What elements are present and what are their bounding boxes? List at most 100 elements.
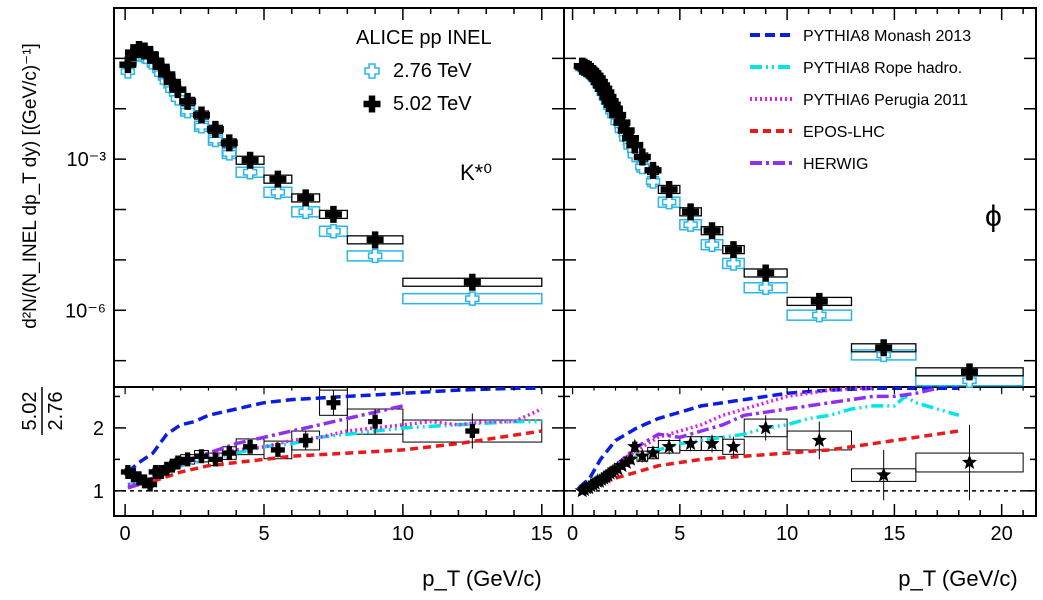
point-2.76 [661,194,677,210]
y-tick-label-top: 10⁻⁶ [65,300,106,322]
ratio-point [758,419,774,435]
ratio-point [137,474,152,489]
legend-label-pythia8-monash: PYTHIA8 Monash 2013 [803,28,971,45]
point-5.02 [757,264,775,282]
point-5.02 [169,81,187,99]
ratio-point [194,449,209,464]
model-curve-pythia8-monash-2013 [126,386,542,474]
ratio-point [170,455,185,470]
point-2.76 [298,204,313,220]
point-5.02 [119,56,137,74]
x-tick-label: 15 [883,523,905,545]
point-5.02 [220,134,238,152]
point-5.02 [241,151,259,169]
ratio-point [298,433,313,448]
experiment-label: ALICE pp INEL [356,27,492,49]
ratio-point [222,446,237,461]
point-2.76 [367,248,383,264]
panel-frame-ratio-0 [113,386,565,517]
point-5.02 [810,292,828,310]
point-5.02 [617,122,635,140]
legend-label-epos-lhc: EPOS-LHC [803,124,885,141]
point-5.02 [622,129,640,147]
legend-marker-2.76 [364,63,380,79]
ratio-point [704,435,720,451]
particle-label-kstar: K*⁰ [460,160,492,185]
point-5.02 [163,73,181,91]
point-2.76 [704,237,720,252]
legend-open-cross [364,63,380,79]
legend-models: PYTHIA8 Monash 2013 PYTHIA8 Rope hadro. … [750,28,971,173]
ratio-point [961,454,978,469]
point-5.02 [724,241,742,259]
legend-label-pythia6-perugia: PYTHIA6 Perugia 2011 [803,92,968,109]
point-2.76 [270,185,286,200]
ratio-point [614,457,630,473]
particle-label-phi: ϕ [985,200,1002,233]
ratio-point [143,477,158,492]
ratio-point [243,439,258,454]
point-2.76 [465,291,480,306]
point-2.76 [758,280,773,295]
legend-label-5.02: 5.02 TeV [393,93,472,115]
point-5.02 [875,339,893,357]
ratio-point [811,432,827,447]
x-tick-label: 5 [258,523,269,545]
model-curve-pythia8-rope-hadro- [578,394,960,493]
ratio-point [120,464,135,479]
ratio-denominator: 2.76 [45,392,67,431]
point-5.02 [609,106,627,124]
ratio-point [645,445,661,460]
point-5.02 [613,114,631,132]
point-5.02 [633,148,651,166]
point-5.02 [463,273,481,291]
point-5.02 [206,120,224,138]
x-tick-label: 0 [567,523,578,545]
legend-data: 2.76 TeV 5.02 TeV [363,60,472,115]
ratio-point [126,468,141,483]
panel-frame-ratio-1 [563,386,1037,517]
point-2.76 [683,217,698,232]
ratio-point [661,438,677,454]
legend-filled-cross [363,95,381,113]
model-curves [126,386,960,493]
legend-label-2.76: 2.76 TeV [393,60,472,82]
legend-marker-5.02 [363,95,381,113]
x-tick-label: 5 [674,523,685,545]
ratio-point [634,448,650,463]
point-5.02 [141,45,159,63]
point-5.02 [269,170,287,188]
ratio-point [132,471,146,486]
x-tick-label: 20 [991,523,1013,545]
x-axis-label-right: p_T (GeV/c) [898,566,1017,591]
point-5.02 [193,106,210,124]
point-5.02 [960,363,978,381]
panel-frames [113,7,1037,517]
model-curve-pythia8-monash-2013 [577,386,959,490]
ratio-point [627,438,643,454]
x-tick-label: 10 [776,523,798,545]
point-5.02 [147,52,165,70]
point-2.76 [326,224,341,239]
systematic-boxes [124,44,1024,494]
point-5.02 [297,189,315,207]
point-5.02 [158,65,176,83]
point-5.02 [703,222,721,240]
point-2.76 [726,256,741,271]
x-tick-label: 15 [531,523,553,545]
data-points [119,41,978,501]
x-tick-label: 10 [392,523,414,545]
y-tick-label-ratio: 1 [93,481,104,503]
y-tick-label-ratio: 2 [93,418,104,440]
ratio-point [165,458,180,473]
ratio-point [876,467,892,482]
x-axis-label-left: p_T (GeV/c) [422,566,541,591]
ratio-point [270,442,285,457]
y-tick-label-top: 10⁻³ [67,149,107,171]
ratio-point [154,464,169,479]
ratio-point [610,460,626,476]
ratio-point [159,461,174,476]
legend-label-pythia8-rope: PYTHIA8 Rope hadro. [803,60,962,77]
point-5.02 [660,180,678,198]
